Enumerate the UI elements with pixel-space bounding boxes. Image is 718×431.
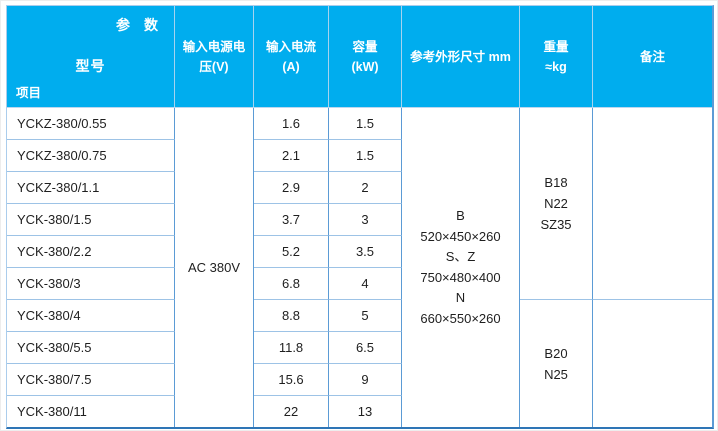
dimensions-line: 520×450×260 (420, 228, 501, 244)
model-cell: YCK-380/2.2 (7, 236, 175, 268)
table-row: YCKZ-380/1.1 2.9 2 (7, 172, 712, 204)
col-header-dimensions-label: 参考外形尺寸 mm (410, 49, 511, 64)
current-cell: 3.7 (254, 204, 329, 236)
current-cell: 15.6 (254, 364, 329, 396)
dimensions-line: N (455, 290, 466, 305)
model-cell: YCKZ-380/0.55 (7, 108, 175, 140)
model-cell: YCK-380/5.5 (7, 332, 175, 364)
col-header-capacity-line2: (kW) (351, 59, 379, 74)
weight-line: N22 (544, 196, 568, 211)
col-header-weight: 重量 ≈kg (520, 6, 593, 108)
corner-header-cell: 参 数 型号 项目 (7, 6, 175, 108)
table-row: YCKZ-380/0.75 2.1 1.5 (7, 140, 712, 172)
col-header-remarks: 备注 (593, 6, 712, 108)
weight-line: B20 (544, 345, 568, 361)
spec-table: 参 数 型号 项目 输入电源电 压(V) 输入电流 (A) 容量 (kW) (6, 5, 714, 429)
capacity-cell: 9 (329, 364, 402, 396)
table-row: YCK-380/4 8.8 5 B20 N25 (7, 300, 712, 427)
col-header-voltage-line1: 输入电源电 (182, 39, 246, 54)
table-row: YCK-380/7.5 15.6 9 (7, 364, 712, 396)
current-cell: 2.1 (254, 140, 329, 172)
capacity-cell: 3 (329, 204, 402, 236)
remarks-cell-2 (593, 300, 712, 427)
col-header-voltage-line2: 压(V) (199, 59, 229, 74)
capacity-cell: 4 (329, 268, 402, 300)
col-header-weight-line2: ≈kg (545, 59, 567, 74)
col-header-capacity-line1: 容量 (352, 39, 378, 54)
current-cell: 11.8 (254, 332, 329, 364)
capacity-cell: 1.5 (329, 108, 402, 140)
model-cell: YCK-380/4 (7, 300, 175, 332)
weight-line: N25 (544, 366, 568, 382)
table-row: YCKZ-380/0.55 AC 380V 1.6 1.5 B 520×450×… (7, 108, 712, 427)
current-cell: 22 (254, 396, 329, 427)
table-row: YCK-380/2.2 5.2 3.5 (7, 236, 712, 268)
dimensions-merged-cell: B 520×450×260 S、Z 750×480×400 N 660×550×… (402, 108, 520, 427)
col-header-remarks-label: 备注 (639, 49, 665, 64)
current-cell: 5.2 (254, 236, 329, 268)
col-header-weight-line1: 重量 (543, 39, 569, 54)
capacity-cell: 13 (329, 396, 402, 427)
model-cell: YCKZ-380/0.75 (7, 140, 175, 172)
capacity-cell: 6.5 (329, 332, 402, 364)
dimensions-line: 660×550×260 (420, 310, 501, 326)
remarks-cell-1 (593, 108, 712, 300)
corner-param-label: 参 数 (116, 17, 158, 33)
col-header-current: 输入电流 (A) (254, 6, 329, 108)
weight-line: SZ35 (540, 217, 572, 232)
current-cell: 6.8 (254, 268, 329, 300)
dimensions-line: B (456, 208, 465, 223)
capacity-cell: 1.5 (329, 140, 402, 172)
col-header-current-line1: 输入电流 (265, 39, 316, 54)
current-cell: 8.8 (254, 300, 329, 332)
dimensions-line: 750×480×400 (420, 269, 501, 285)
table-row: YCK-380/3 6.8 4 (7, 268, 712, 300)
col-header-current-line2: (A) (282, 59, 300, 74)
capacity-cell: 2 (329, 172, 402, 204)
weight-group-cell-2: B20 N25 (520, 300, 593, 427)
header-row: 参 数 型号 项目 输入电源电 压(V) 输入电流 (A) 容量 (kW) (7, 6, 712, 108)
model-cell: YCK-380/7.5 (7, 364, 175, 396)
model-cell: YCK-380/11 (7, 396, 175, 427)
corner-item-label: 项目 (16, 86, 42, 100)
table-row: YCK-380/11 22 13 (7, 396, 712, 427)
voltage-merged-cell: AC 380V (175, 108, 254, 427)
weight-group-cell-1: B18 N22 SZ35 (520, 108, 593, 300)
col-header-capacity: 容量 (kW) (329, 6, 402, 108)
current-cell: 2.9 (254, 172, 329, 204)
model-cell: YCK-380/3 (7, 268, 175, 300)
model-cell: YCK-380/1.5 (7, 204, 175, 236)
table-row: YCK-380/1.5 3.7 3 (7, 204, 712, 236)
model-cell: YCKZ-380/1.1 (7, 172, 175, 204)
weight-line: B18 (544, 175, 568, 190)
current-cell: 1.6 (254, 108, 329, 140)
table-row: YCK-380/5.5 11.8 6.5 (7, 332, 712, 364)
dimensions-line: S、Z (445, 249, 476, 264)
capacity-cell: 3.5 (329, 236, 402, 268)
col-header-voltage: 输入电源电 压(V) (175, 6, 254, 108)
col-header-dimensions: 参考外形尺寸 mm (402, 6, 520, 108)
corner-model-label: 型号 (75, 58, 106, 74)
capacity-cell: 5 (329, 300, 402, 332)
